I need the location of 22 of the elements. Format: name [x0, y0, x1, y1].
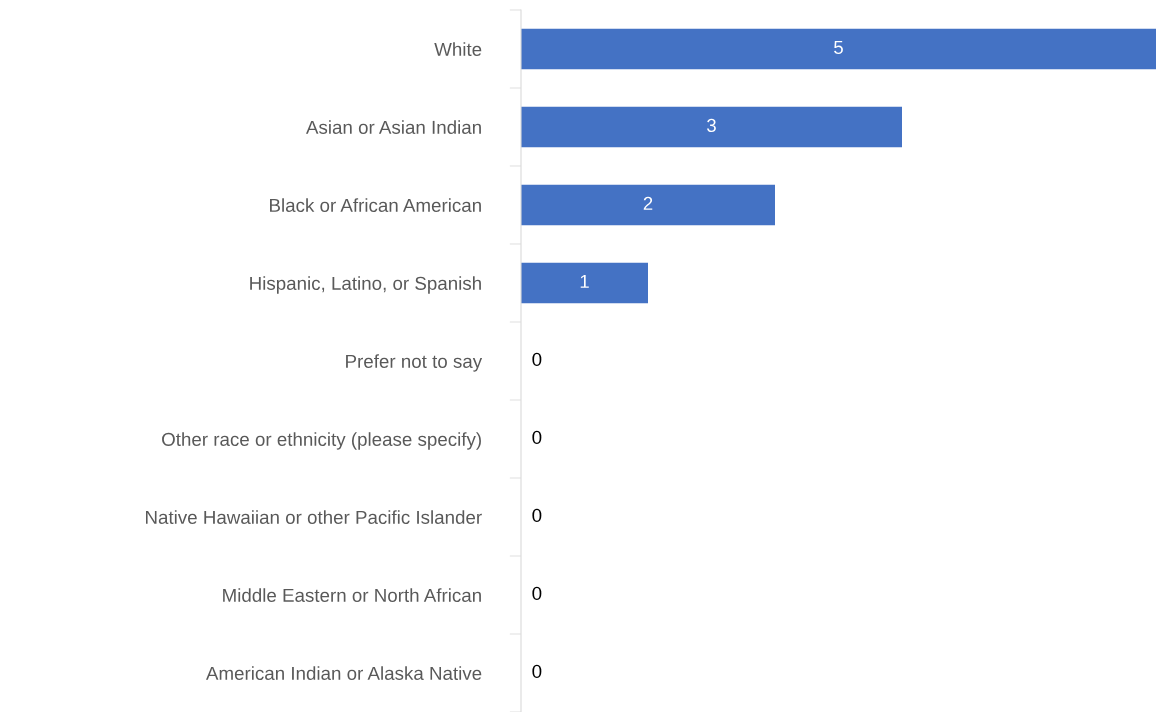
- data-label: 0: [532, 508, 542, 523]
- data-label: 0: [532, 586, 542, 601]
- data-label: 1: [580, 274, 589, 288]
- bar: [521, 262, 648, 304]
- y-tick-label: Other race or ethnicity (please specify): [162, 432, 481, 450]
- y-tick-label: American Indian or Alaska Native: [205, 666, 482, 680]
- data-label: 5: [834, 40, 843, 55]
- bar: [521, 184, 775, 226]
- data-label: 2: [643, 196, 653, 210]
- y-tick-label: Asian or Asian Indian: [306, 120, 481, 134]
- data-label: 0: [532, 664, 542, 679]
- y-tick-label: Black or African American: [270, 198, 481, 212]
- y-tick-label: Native Hawaiian or other Pacific Islander: [146, 510, 482, 524]
- y-tick-label: Prefer not to say: [346, 354, 483, 372]
- y-tick-label: White: [434, 42, 482, 56]
- bar: [521, 28, 1156, 70]
- data-label: 3: [707, 118, 716, 133]
- y-tick-label: Hispanic, Latino, or Spanish: [250, 276, 481, 294]
- data-label: 0: [532, 352, 542, 367]
- y-tick-label: Middle Eastern or North African: [223, 588, 481, 602]
- bar: [521, 106, 902, 148]
- data-label: 0: [532, 430, 542, 445]
